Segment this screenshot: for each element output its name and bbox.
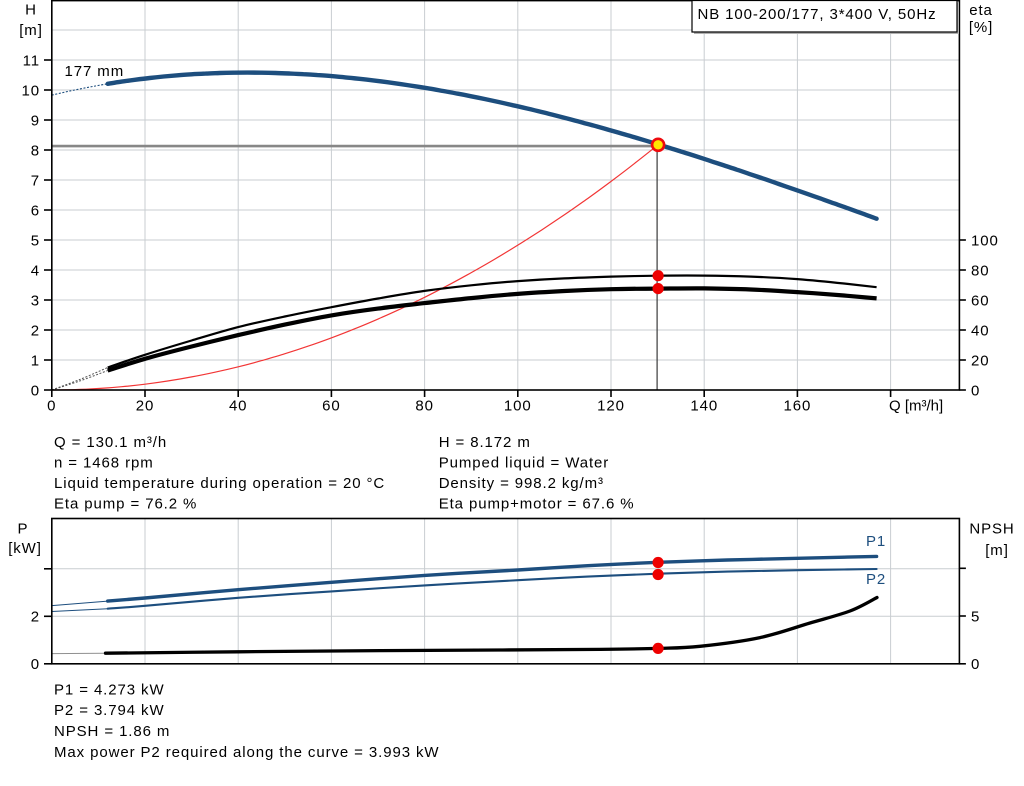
svg-text:60: 60 xyxy=(322,398,341,415)
svg-text:8: 8 xyxy=(31,142,40,159)
svg-text:Q [m³/h]: Q [m³/h] xyxy=(889,398,943,415)
svg-text:Pumped liquid = Water: Pumped liquid = Water xyxy=(439,455,610,472)
svg-text:20: 20 xyxy=(136,398,155,415)
svg-text:Eta pump = 76.2 %: Eta pump = 76.2 % xyxy=(54,496,197,513)
svg-text:7: 7 xyxy=(31,172,40,189)
svg-text:0: 0 xyxy=(971,382,980,399)
svg-text:[%]: [%] xyxy=(969,19,993,36)
svg-text:100: 100 xyxy=(971,232,999,249)
svg-text:40: 40 xyxy=(229,398,248,415)
svg-text:2: 2 xyxy=(31,609,40,626)
svg-text:5: 5 xyxy=(31,232,40,249)
svg-text:n = 1468 rpm: n = 1468 rpm xyxy=(54,455,154,472)
svg-text:0: 0 xyxy=(971,656,980,673)
svg-text:100: 100 xyxy=(504,398,532,415)
svg-text:80: 80 xyxy=(971,262,990,279)
svg-text:60: 60 xyxy=(971,292,990,309)
svg-text:Q = 130.1 m³/h: Q = 130.1 m³/h xyxy=(54,434,167,451)
svg-text:[m]: [m] xyxy=(985,542,1009,559)
svg-text:[kW]: [kW] xyxy=(8,540,42,557)
svg-text:Max power P2 required along th: Max power P2 required along the curve = … xyxy=(54,744,439,761)
svg-text:Density = 998.2 kg/m³: Density = 998.2 kg/m³ xyxy=(439,475,604,492)
svg-text:eta: eta xyxy=(969,2,993,19)
svg-text:6: 6 xyxy=(31,202,40,219)
svg-text:P1: P1 xyxy=(866,533,886,550)
svg-text:20: 20 xyxy=(971,352,990,369)
svg-text:0: 0 xyxy=(31,382,40,399)
svg-text:4: 4 xyxy=(31,262,40,279)
svg-text:[m]: [m] xyxy=(19,22,43,39)
svg-text:P1 = 4.273 kW: P1 = 4.273 kW xyxy=(54,682,165,699)
svg-text:H = 8.172 m: H = 8.172 m xyxy=(439,434,531,451)
svg-text:Eta pump+motor = 67.6 %: Eta pump+motor = 67.6 % xyxy=(439,496,635,513)
svg-text:3: 3 xyxy=(31,292,40,309)
svg-text:5: 5 xyxy=(971,608,980,625)
svg-text:160: 160 xyxy=(784,398,812,415)
svg-text:1: 1 xyxy=(31,352,40,369)
svg-text:NPSH: NPSH xyxy=(969,521,1014,538)
svg-text:H: H xyxy=(25,2,37,19)
svg-text:80: 80 xyxy=(415,398,434,415)
svg-text:2: 2 xyxy=(31,322,40,339)
svg-text:177 mm: 177 mm xyxy=(65,63,125,80)
svg-text:40: 40 xyxy=(971,322,990,339)
svg-text:9: 9 xyxy=(31,112,40,129)
svg-text:140: 140 xyxy=(690,398,718,415)
svg-text:P2 = 3.794 kW: P2 = 3.794 kW xyxy=(54,702,165,719)
svg-text:NB 100-200/177, 3*400 V, 50Hz: NB 100-200/177, 3*400 V, 50Hz xyxy=(697,6,936,23)
svg-text:11: 11 xyxy=(23,52,40,69)
svg-text:0: 0 xyxy=(31,656,40,673)
svg-text:120: 120 xyxy=(597,398,625,415)
svg-text:P2: P2 xyxy=(866,571,886,588)
svg-text:P: P xyxy=(18,521,29,538)
svg-text:Liquid temperature during oper: Liquid temperature during operation = 20… xyxy=(54,475,385,492)
svg-text:0: 0 xyxy=(47,398,56,415)
svg-text:NPSH = 1.86 m: NPSH = 1.86 m xyxy=(54,723,170,740)
svg-text:10: 10 xyxy=(22,82,41,99)
